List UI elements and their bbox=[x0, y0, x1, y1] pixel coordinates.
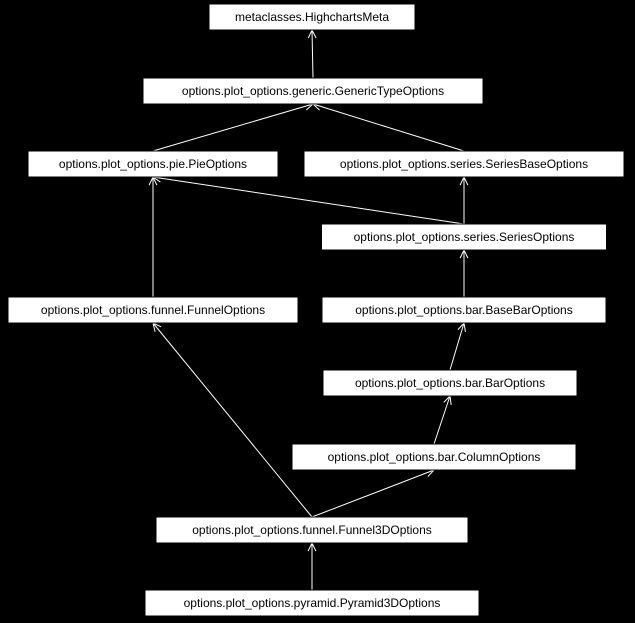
class-node[interactable]: options.plot_options.bar.ColumnOptions bbox=[292, 444, 576, 470]
inheritance-diagram: metaclasses.HighchartsMeta options.plot_o… bbox=[0, 0, 635, 623]
class-node-label: options.plot_options.bar.BaseBarOptions bbox=[355, 303, 572, 317]
class-node-label: options.plot_options.funnel.FunnelOption… bbox=[41, 303, 265, 317]
class-node-label: options.plot_options.pyramid.Pyramid3DOp… bbox=[184, 596, 441, 610]
class-node[interactable]: metaclasses.HighchartsMeta bbox=[209, 4, 415, 30]
class-node-label: options.plot_options.series.SeriesBaseOp… bbox=[340, 157, 588, 171]
class-node-label: options.plot_options.bar.BarOptions bbox=[355, 376, 545, 390]
class-node-label: options.plot_options.generic.GenericType… bbox=[182, 84, 444, 98]
class-node[interactable]: options.plot_options.bar.BaseBarOptions bbox=[322, 297, 606, 323]
class-node-label: options.plot_options.pie.PieOptions bbox=[59, 157, 247, 171]
class-node[interactable]: options.plot_options.generic.GenericType… bbox=[143, 78, 483, 104]
class-node-label: metaclasses.HighchartsMeta bbox=[235, 10, 389, 24]
class-node[interactable]: options.plot_options.bar.BarOptions bbox=[323, 370, 577, 396]
class-node[interactable]: options.plot_options.pyramid.Pyramid3DOp… bbox=[145, 590, 479, 616]
class-node-label: options.plot_options.funnel.Funnel3DOpti… bbox=[192, 523, 432, 537]
class-node[interactable]: options.plot_options.series.SeriesOption… bbox=[322, 224, 607, 250]
class-node[interactable]: options.plot_options.series.SeriesBaseOp… bbox=[304, 151, 624, 177]
class-node-label: options.plot_options.bar.ColumnOptions bbox=[328, 450, 541, 464]
class-node-label: options.plot_options.series.SeriesOption… bbox=[354, 230, 575, 244]
class-node[interactable]: options.plot_options.pie.PieOptions bbox=[28, 151, 278, 177]
class-node[interactable]: options.plot_options.funnel.FunnelOption… bbox=[8, 297, 298, 323]
class-node[interactable]: options.plot_options.funnel.Funnel3DOpti… bbox=[156, 517, 468, 543]
